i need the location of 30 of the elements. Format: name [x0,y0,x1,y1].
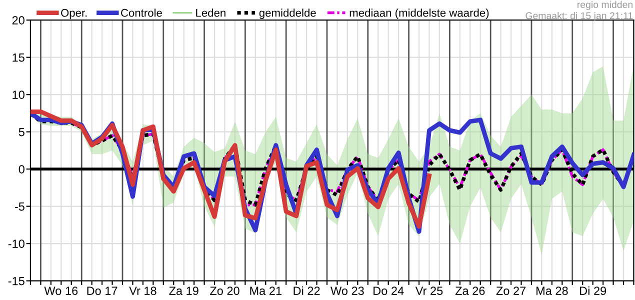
legend-label: Leden [196,8,226,17]
x-tick-label: Do 17 [87,286,118,296]
text: regio midden [578,0,632,10]
x-tick-label: Zo 20 [210,286,240,296]
legend-label: mediaan (middelste waarde) [350,8,489,19]
y-tick-label: 5 [18,128,24,136]
legend-label: gemiddelde [259,8,316,19]
y-tick-label: 20 [12,16,24,24]
legend-label: Oper. [61,8,87,19]
line-series [30,109,432,229]
x-tick-label: Vr 18 [129,286,156,296]
x-tick-label: Za 19 [169,286,198,296]
x-tick-label: Za 26 [455,286,485,296]
y-tick-label: -10 [8,240,24,248]
legend-label: Controle [121,8,162,17]
x-tick-label: Ma 28 [536,286,568,296]
y-tick-label: 0 [18,165,24,174]
x-tick-label: Do 24 [374,286,404,296]
y-tick-label: 15 [12,54,24,62]
annotation: Gemaakt: di 15 jan 21:11 [526,12,633,22]
x-tick-label: Di 29 [580,286,606,296]
x-tick-label: Wo 23 [330,286,364,296]
x-tick-label: Di 22 [294,286,320,295]
y-tick-label: 10 [12,90,24,99]
x-tick-label: Ma 21 [250,286,282,296]
x-tick-label: Zo 27 [496,286,526,296]
x-tick-label: Wo 16 [44,286,78,296]
x-tick-label: Vr 25 [415,286,443,296]
y-tick-label: -5 [14,202,24,211]
y-tick-label: -15 [8,276,24,286]
